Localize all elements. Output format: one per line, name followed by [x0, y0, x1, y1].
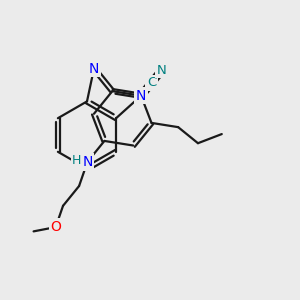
Text: N: N	[82, 155, 93, 169]
Text: H: H	[72, 154, 82, 167]
Text: N: N	[89, 61, 99, 76]
Text: N: N	[157, 64, 167, 76]
Text: C: C	[147, 76, 156, 89]
Text: O: O	[50, 220, 61, 234]
Text: N: N	[136, 89, 146, 103]
